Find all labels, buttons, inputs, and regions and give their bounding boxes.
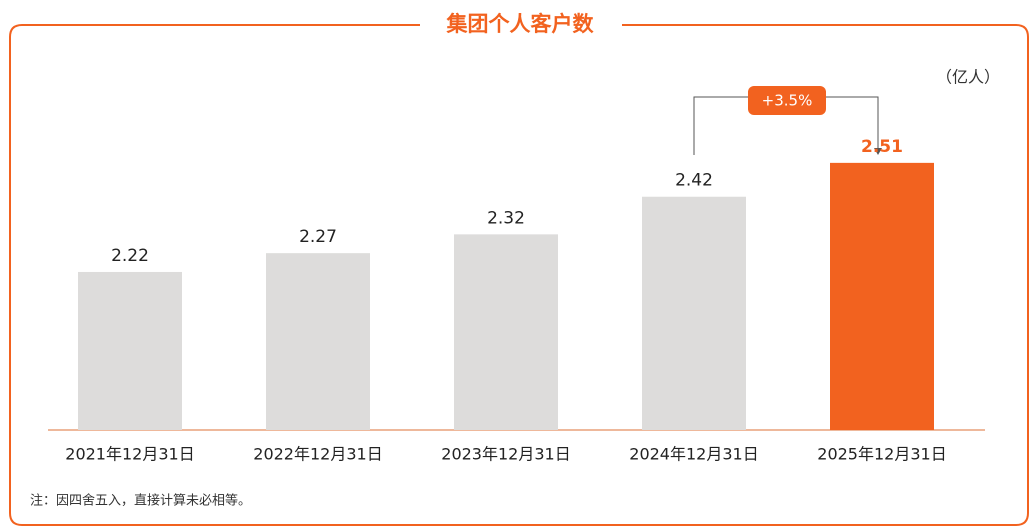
value-label: 2.42 (675, 171, 713, 191)
x-tick-label: 2025年12月31日 (817, 445, 946, 464)
x-tick-label: 2021年12月31日 (65, 445, 194, 464)
value-label: 2.32 (487, 208, 525, 228)
chart-title: 集团个人客户数 (446, 12, 595, 36)
bar (830, 162, 934, 431)
bar (266, 253, 370, 430)
x-tick-label: 2022年12月31日 (253, 445, 382, 464)
value-label: 2.51 (861, 137, 903, 157)
value-label: 2.22 (111, 246, 149, 266)
footnote: 注：因四舍五入，直接计算未必相等。 (30, 493, 251, 509)
x-tick-label: 2024年12月31日 (629, 445, 758, 464)
growth-label: +3.5% (762, 92, 813, 110)
frame (9, 24, 1029, 526)
bar (642, 196, 746, 430)
bar (78, 271, 182, 430)
x-tick-label: 2023年12月31日 (441, 445, 570, 464)
bar (454, 234, 558, 430)
value-label: 2.27 (299, 227, 337, 247)
growth-arrow (874, 148, 882, 155)
unit-label: （亿人） (936, 68, 1000, 87)
growth-pill (748, 86, 826, 115)
